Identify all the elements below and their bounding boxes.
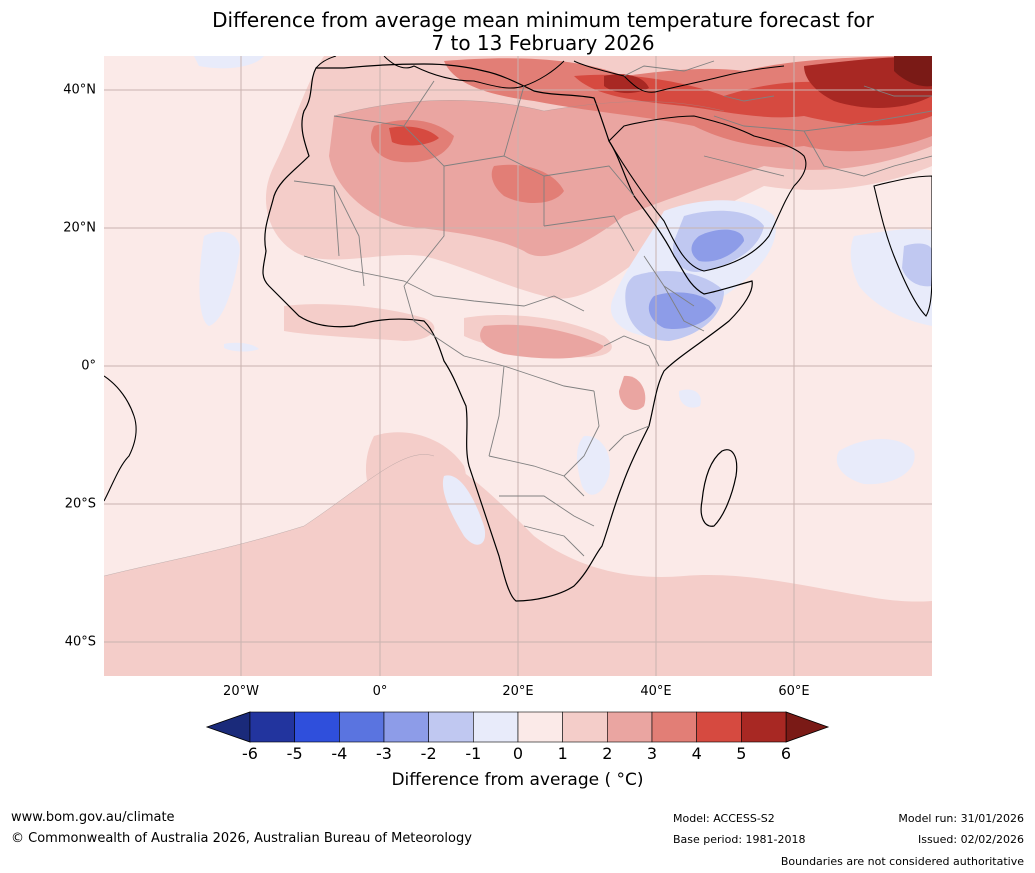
- colorbar-tick-label: 5: [736, 744, 747, 763]
- anomaly-zone-minus1-0: [199, 231, 240, 326]
- colorbar-tick-label: -5: [286, 744, 303, 763]
- anomaly-zone-above-6: [894, 56, 932, 87]
- anomaly-zone-4-5: [574, 71, 932, 126]
- anomaly-zone-minus1-0: [442, 475, 486, 545]
- anomaly-zone-1-2: [365, 432, 466, 526]
- footer-model-run: Model run: 31/01/2026: [898, 812, 1024, 825]
- madagascar-coastline: [700, 449, 738, 527]
- colorbar-over-arrow: [785, 711, 830, 743]
- colorbar-tick-label: 3: [646, 744, 658, 763]
- colorbar-tick-label: 4: [691, 744, 702, 763]
- colorbar-swatch: [741, 711, 787, 743]
- title-line-2: 7 to 13 February 2026: [431, 31, 655, 55]
- temperature-anomaly-map: [104, 56, 932, 676]
- anomaly-zone-minus2-minus1: [902, 243, 932, 287]
- colorbar-swatch: [473, 711, 519, 743]
- graticule: [104, 56, 932, 676]
- anomaly-zone-minus1-0: [836, 438, 915, 485]
- title-line-1: Difference from average mean minimum tem…: [212, 8, 874, 32]
- lat-label-20n: 20°N: [63, 220, 96, 236]
- anomaly-zone-2-3: [480, 324, 604, 359]
- anomaly-zone-1-2: [284, 304, 435, 341]
- anomaly-zone-minus3-minus2: [691, 229, 744, 262]
- colorbar-swatch: [249, 711, 295, 743]
- contour-lines: [104, 100, 725, 577]
- arabia-coastline: [608, 115, 807, 272]
- colorbar-tick-label: 6: [780, 744, 792, 763]
- colorbar-swatch: [607, 711, 653, 743]
- colorbar-swatch: [339, 711, 385, 743]
- colorbar-title: Difference from average ( °C): [391, 770, 644, 790]
- footer-url[interactable]: www.bom.gov.au/climate: [11, 810, 175, 825]
- lon-label-20e: 20°E: [502, 684, 534, 699]
- colorbar-swatch: [562, 711, 608, 743]
- colorbar-tick-label: 0: [512, 744, 524, 763]
- lat-label-equator: 0°: [81, 358, 96, 374]
- anomaly-zone-2-3: [619, 375, 646, 411]
- anomaly-zone-minus1-0: [577, 435, 610, 495]
- colorbar-swatch: [383, 711, 429, 743]
- colorbar-under-arrow: [205, 711, 251, 743]
- colorbar-tick-label: -4: [331, 744, 348, 763]
- colorbar-tick-label: 2: [602, 744, 613, 763]
- europe-coastline: [315, 56, 785, 93]
- colorbar-tick-label: -1: [465, 744, 482, 763]
- south-america-coastline: [104, 375, 137, 502]
- colorbar-swatch: [651, 711, 697, 743]
- africa-coastline: [262, 63, 753, 602]
- lon-label-0: 0°: [372, 684, 388, 699]
- lat-label-40n: 40°N: [63, 82, 96, 98]
- lon-label-40e: 40°E: [640, 684, 672, 699]
- colorbar-swatch: [517, 711, 563, 743]
- colorbar-tick-label: -2: [420, 744, 437, 763]
- map-title: Difference from average mean minimum tem…: [0, 9, 1035, 55]
- lon-label-20w: 20°W: [223, 684, 259, 699]
- anomaly-zone-minus3-minus2: [648, 292, 716, 330]
- colorbar-tick-label: -6: [242, 744, 258, 763]
- colorbar-tick-label: -3: [376, 744, 392, 763]
- footer-copyright: © Commonwealth of Australia 2026, Austra…: [11, 831, 472, 846]
- colorbar-swatch: [696, 711, 742, 743]
- anomaly-zone-3-4: [491, 164, 564, 203]
- lat-label-40s: 40°S: [64, 634, 96, 650]
- colorbar-legend: [205, 711, 830, 743]
- colorbar-tick-label: 1: [557, 744, 568, 763]
- footer-base-period: Base period: 1981-2018: [673, 833, 806, 846]
- country-borders: [293, 60, 932, 557]
- map-panel: [104, 56, 932, 676]
- footer-model: Model: ACCESS-S2: [673, 812, 775, 825]
- colorbar-swatch: [294, 711, 340, 743]
- footer-issued: Issued: 02/02/2026: [917, 833, 1024, 846]
- footer-disclaimer: Boundaries are not considered authoritat…: [780, 855, 1024, 868]
- anomaly-zone-minus1-0: [678, 389, 701, 408]
- colorbar-swatch: [428, 711, 474, 743]
- anomaly-zone-minus1-0: [194, 56, 264, 69]
- lon-label-60e: 60°E: [778, 684, 810, 699]
- lat-label-20s: 20°S: [64, 496, 96, 512]
- india-coastline: [873, 175, 932, 317]
